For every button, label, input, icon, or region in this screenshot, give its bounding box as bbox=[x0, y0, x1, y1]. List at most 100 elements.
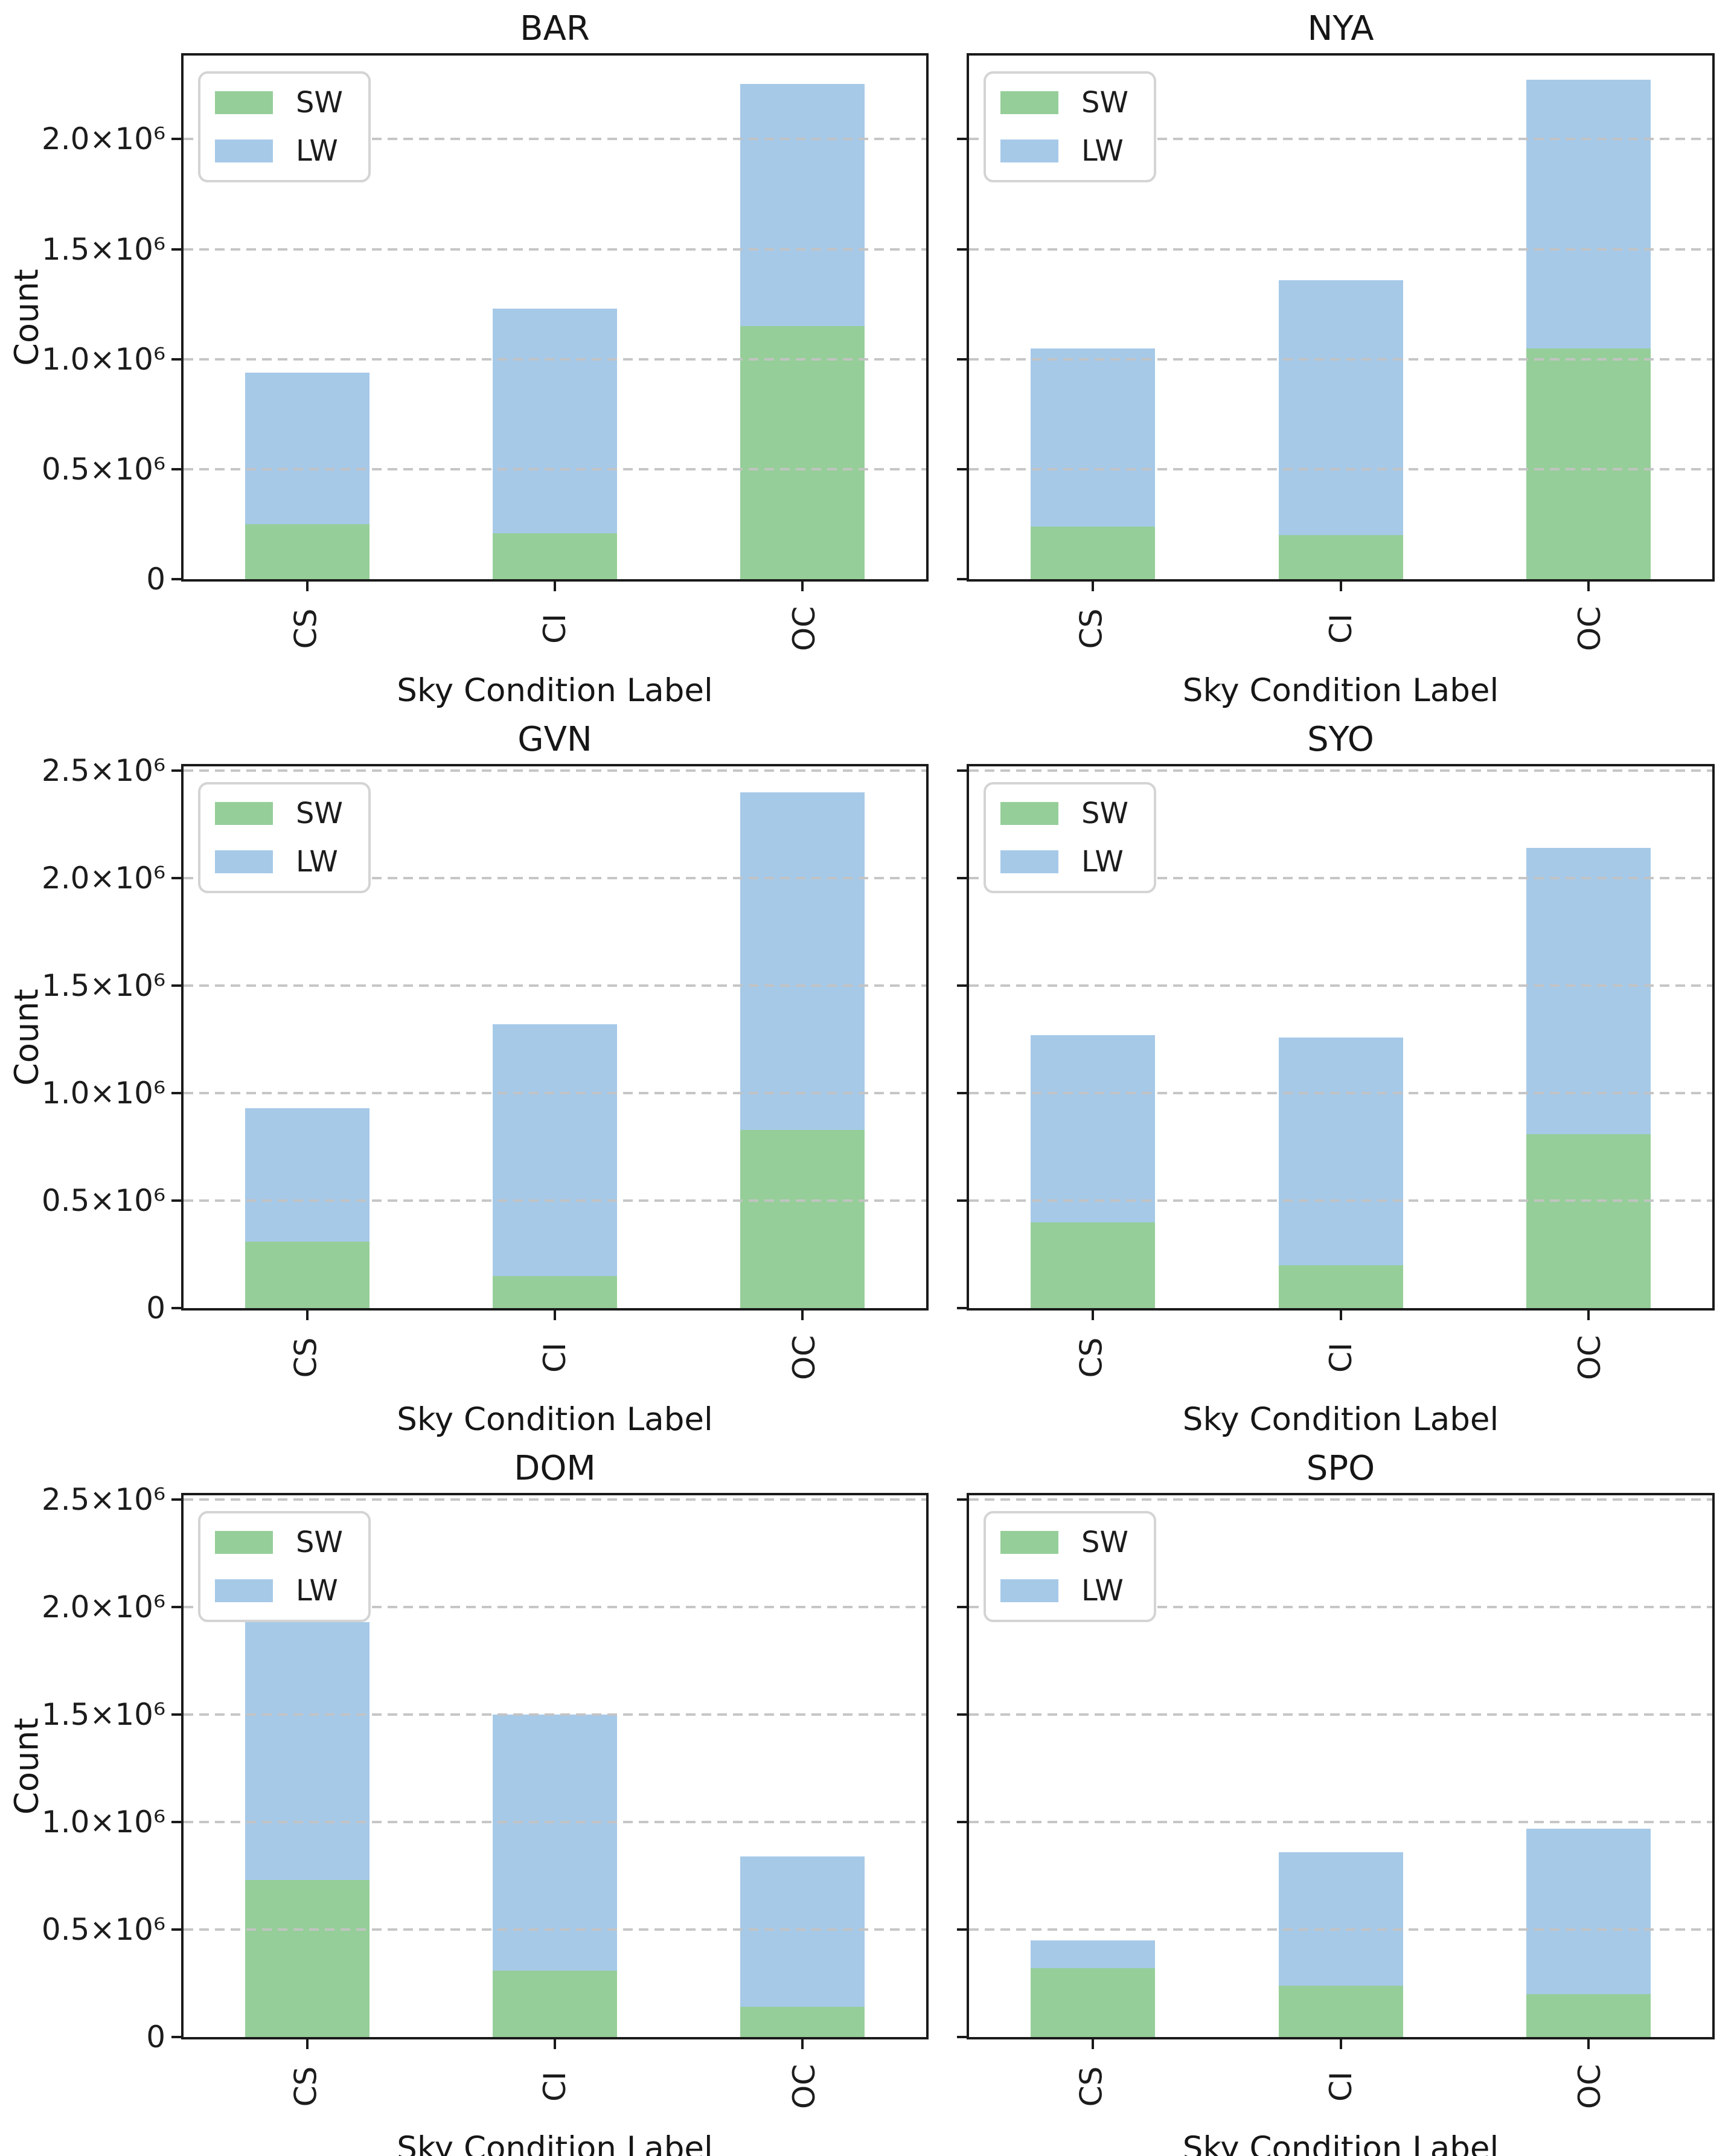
stacked-bar-ci bbox=[493, 1715, 617, 2037]
y-tick-label: 0 bbox=[146, 2020, 165, 2055]
x-axis-label: Sky Condition Label bbox=[397, 1401, 713, 1438]
x-tick-label-text: OC bbox=[786, 606, 822, 652]
legend-item: SW bbox=[215, 1528, 343, 1557]
legend: SW LW bbox=[198, 1511, 371, 1622]
x-tick-mark bbox=[1587, 582, 1590, 591]
y-tick-mark bbox=[171, 877, 181, 880]
x-tick-mark bbox=[1587, 2039, 1590, 2049]
bar-segment-lw-oc bbox=[740, 84, 865, 327]
y-axis-label-text: Count bbox=[7, 1718, 46, 1815]
legend-swatch-sw bbox=[1000, 91, 1058, 114]
plot-area: 0 0.5×10⁶ 1.0×10⁶ 1.5×10⁶ 2.0×10⁶ 2.5×10⁶ Coun… bbox=[8, 1482, 929, 2055]
stacked-bar-cs bbox=[1031, 348, 1156, 579]
y-tick-label: 2.5×10⁶ bbox=[41, 753, 165, 789]
stacked-bar-cs bbox=[245, 1622, 370, 2037]
x-tick-mark bbox=[801, 1311, 804, 1320]
legend-item: LW bbox=[215, 847, 343, 876]
x-axis-label: Sky Condition Label bbox=[1182, 1401, 1499, 1438]
x-tick-area: CS CI OC bbox=[967, 2039, 1715, 2130]
y-tick-label: 0 bbox=[146, 1291, 165, 1326]
legend: SW LW bbox=[984, 71, 1156, 182]
x-axis-label: Sky Condition Label bbox=[1182, 672, 1499, 709]
stacked-bar-ci bbox=[493, 1024, 617, 1308]
y-tick-mark bbox=[957, 1498, 967, 1501]
legend-label: SW bbox=[296, 1526, 343, 1559]
y-axis-label-text: Count bbox=[7, 989, 46, 1086]
x-tick-label-text: OC bbox=[1572, 606, 1608, 652]
y-tick-mark bbox=[171, 984, 181, 987]
legend-item: LW bbox=[1000, 847, 1128, 876]
x-tick-area: CS CI OC bbox=[181, 2039, 929, 2130]
legend: SW LW bbox=[198, 782, 371, 893]
chart-title: SYO bbox=[1307, 720, 1374, 759]
legend: SW LW bbox=[984, 782, 1156, 893]
x-tick-mark bbox=[554, 2039, 556, 2049]
stacked-bar-cs bbox=[245, 1108, 370, 1308]
y-tick-mark bbox=[171, 248, 181, 251]
x-tick-label: OC bbox=[783, 1314, 825, 1401]
x-tick-label-text: CI bbox=[1323, 2071, 1358, 2102]
legend-item: SW bbox=[215, 88, 343, 117]
x-tick-area: CS CI OC bbox=[181, 1311, 929, 1401]
bar-segment-lw-oc bbox=[740, 1856, 865, 2007]
legend-label: SW bbox=[296, 797, 343, 830]
subplot-row-3: DOM 0 0.5×10⁶ 1.0×10⁶ 1.5×10⁶ 2.0×10⁶ 2.5×10⁶… bbox=[0, 1443, 1734, 2156]
x-tick-mark bbox=[801, 2039, 804, 2049]
x-tick-label-text: CS bbox=[1073, 608, 1109, 649]
stacked-bar-oc bbox=[740, 84, 865, 579]
y-tick-label: 0.5×10⁶ bbox=[41, 451, 165, 487]
x-tick-mark bbox=[1339, 1311, 1342, 1320]
legend-item: LW bbox=[1000, 1576, 1128, 1605]
x-tick-label-text: CS bbox=[288, 608, 324, 649]
legend-swatch-lw bbox=[1000, 850, 1058, 873]
x-tick-label: CI bbox=[534, 585, 576, 672]
stacked-bar-oc bbox=[740, 1856, 865, 2037]
x-tick-area: CS CI OC bbox=[181, 582, 929, 672]
stacked-bar-oc bbox=[1526, 1828, 1651, 2037]
chart-title: DOM bbox=[514, 1449, 596, 1488]
legend-label: SW bbox=[296, 86, 343, 120]
legend-item: SW bbox=[215, 799, 343, 828]
bar-segment-sw-ci bbox=[1278, 1265, 1403, 1308]
y-tick-label: 0.5×10⁶ bbox=[41, 1912, 165, 1948]
y-tick-mark bbox=[957, 1092, 967, 1095]
legend-item: SW bbox=[1000, 1528, 1128, 1557]
subplot-syo: SYO SW LW CS CI OC Sky Condition Label bbox=[957, 714, 1715, 1443]
stacked-bar-cs bbox=[1031, 1035, 1156, 1308]
y-tick-label: 2.0×10⁶ bbox=[41, 861, 165, 896]
x-tick-mark bbox=[306, 1311, 309, 1320]
x-tick-area: CS CI OC bbox=[967, 582, 1715, 672]
y-tick-mark bbox=[957, 1713, 967, 1716]
legend-swatch-lw bbox=[1000, 1579, 1058, 1602]
subplot-row-2: GVN 0 0.5×10⁶ 1.0×10⁶ 1.5×10⁶ 2.0×10⁶ 2.5×10⁶… bbox=[0, 714, 1734, 1443]
x-tick-mark bbox=[1092, 582, 1095, 591]
y-tick-mark bbox=[957, 1199, 967, 1202]
legend-item: LW bbox=[215, 1576, 343, 1605]
plot-area: 0 0.5×10⁶ 1.0×10⁶ 1.5×10⁶ 2.0×10⁶ 2.5×10⁶ Coun… bbox=[8, 753, 929, 1326]
y-tick-mark bbox=[957, 578, 967, 580]
y-tick-mark bbox=[957, 248, 967, 251]
subplot-row-1: BAR 0 0.5×10⁶ 1.0×10⁶ 1.5×10⁶ 2.0×10⁶ Count SW… bbox=[0, 4, 1734, 714]
subplot-dom: DOM 0 0.5×10⁶ 1.0×10⁶ 1.5×10⁶ 2.0×10⁶ 2.5×10⁶… bbox=[8, 1443, 929, 2156]
chart-title: NYA bbox=[1307, 9, 1374, 48]
subplot-spo: SPO SW LW CS CI OC Sky Condition Label bbox=[957, 1443, 1715, 2156]
x-tick-mark bbox=[306, 2039, 309, 2049]
y-tick-mark bbox=[171, 358, 181, 361]
x-tick-label-text: OC bbox=[786, 1335, 822, 1381]
x-tick-label: CS bbox=[284, 585, 327, 672]
x-tick-label-text: OC bbox=[1572, 2064, 1608, 2109]
y-tick-mark bbox=[957, 138, 967, 141]
bar-segment-sw-cs bbox=[245, 1880, 370, 2037]
chart-title: BAR bbox=[520, 9, 590, 48]
bar-segment-lw-cs bbox=[1031, 1940, 1156, 1969]
gridline bbox=[184, 1498, 926, 1501]
y-tick-mark bbox=[171, 1199, 181, 1202]
stacked-bar-ci bbox=[1278, 1037, 1403, 1308]
bar-segment-sw-cs bbox=[1031, 1968, 1156, 2037]
x-tick-area: CS CI OC bbox=[967, 1311, 1715, 1401]
stacked-bar-ci bbox=[1278, 280, 1403, 579]
bar-segment-sw-cs bbox=[1031, 1222, 1156, 1308]
legend-item: SW bbox=[1000, 799, 1128, 828]
bar-segment-lw-ci bbox=[1278, 1037, 1403, 1265]
x-tick-label-text: CI bbox=[1323, 1343, 1358, 1373]
